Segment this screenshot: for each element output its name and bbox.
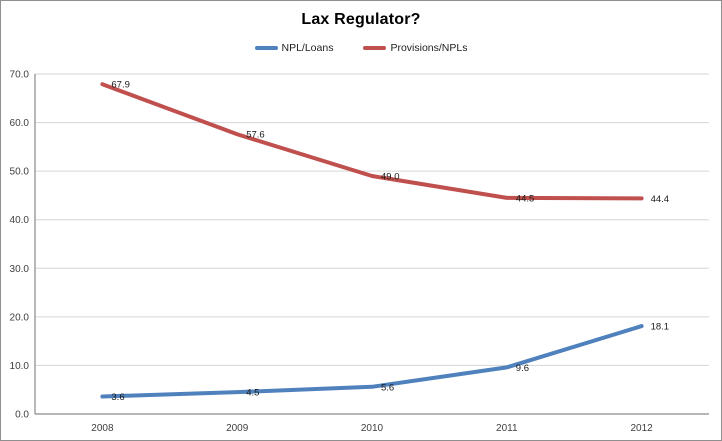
data-label: 9.6: [516, 363, 529, 374]
legend-item-npl-loans: NPL/Loans: [254, 42, 334, 54]
series-line-npl-loans: [100, 324, 644, 399]
legend-label: NPL/Loans: [281, 42, 334, 54]
y-tick-label: 10.0: [10, 361, 30, 372]
x-tick-label: 2012: [630, 423, 653, 434]
y-tick-label: 0.0: [15, 410, 29, 421]
data-label: 57.6: [246, 130, 265, 141]
y-tick-label: 20.0: [10, 312, 30, 323]
y-tick-label: 70.0: [10, 70, 30, 81]
legend-swatch: [254, 46, 278, 50]
chart-title: Lax Regulator?: [301, 11, 421, 28]
x-tick-label: 2009: [226, 423, 249, 434]
data-label: 3.6: [111, 392, 124, 403]
data-label: 5.6: [381, 382, 394, 393]
x-tick-label: 2011: [496, 423, 518, 434]
x-tick-label: 2008: [91, 423, 114, 434]
series-line-provisions-npls: [100, 82, 644, 201]
data-label: 18.1: [651, 322, 670, 333]
data-label: 44.4: [651, 194, 670, 205]
data-label: 44.5: [516, 193, 535, 204]
chart-legend: NPL/Loans Provisions/NPLs: [1, 42, 721, 54]
legend-item-provisions-npls: Provisions/NPLs: [363, 42, 467, 54]
legend-swatch: [363, 46, 387, 50]
data-label: 67.9: [111, 80, 129, 91]
y-tick-label: 60.0: [10, 118, 30, 129]
data-label: 49.0: [381, 172, 400, 183]
data-label: 4.5: [246, 388, 259, 399]
legend-label: Provisions/NPLs: [390, 42, 468, 54]
y-tick-label: 30.0: [10, 264, 30, 275]
x-tick-label: 2010: [361, 423, 384, 434]
y-tick-label: 50.0: [10, 167, 30, 178]
y-tick-label: 40.0: [10, 215, 30, 226]
